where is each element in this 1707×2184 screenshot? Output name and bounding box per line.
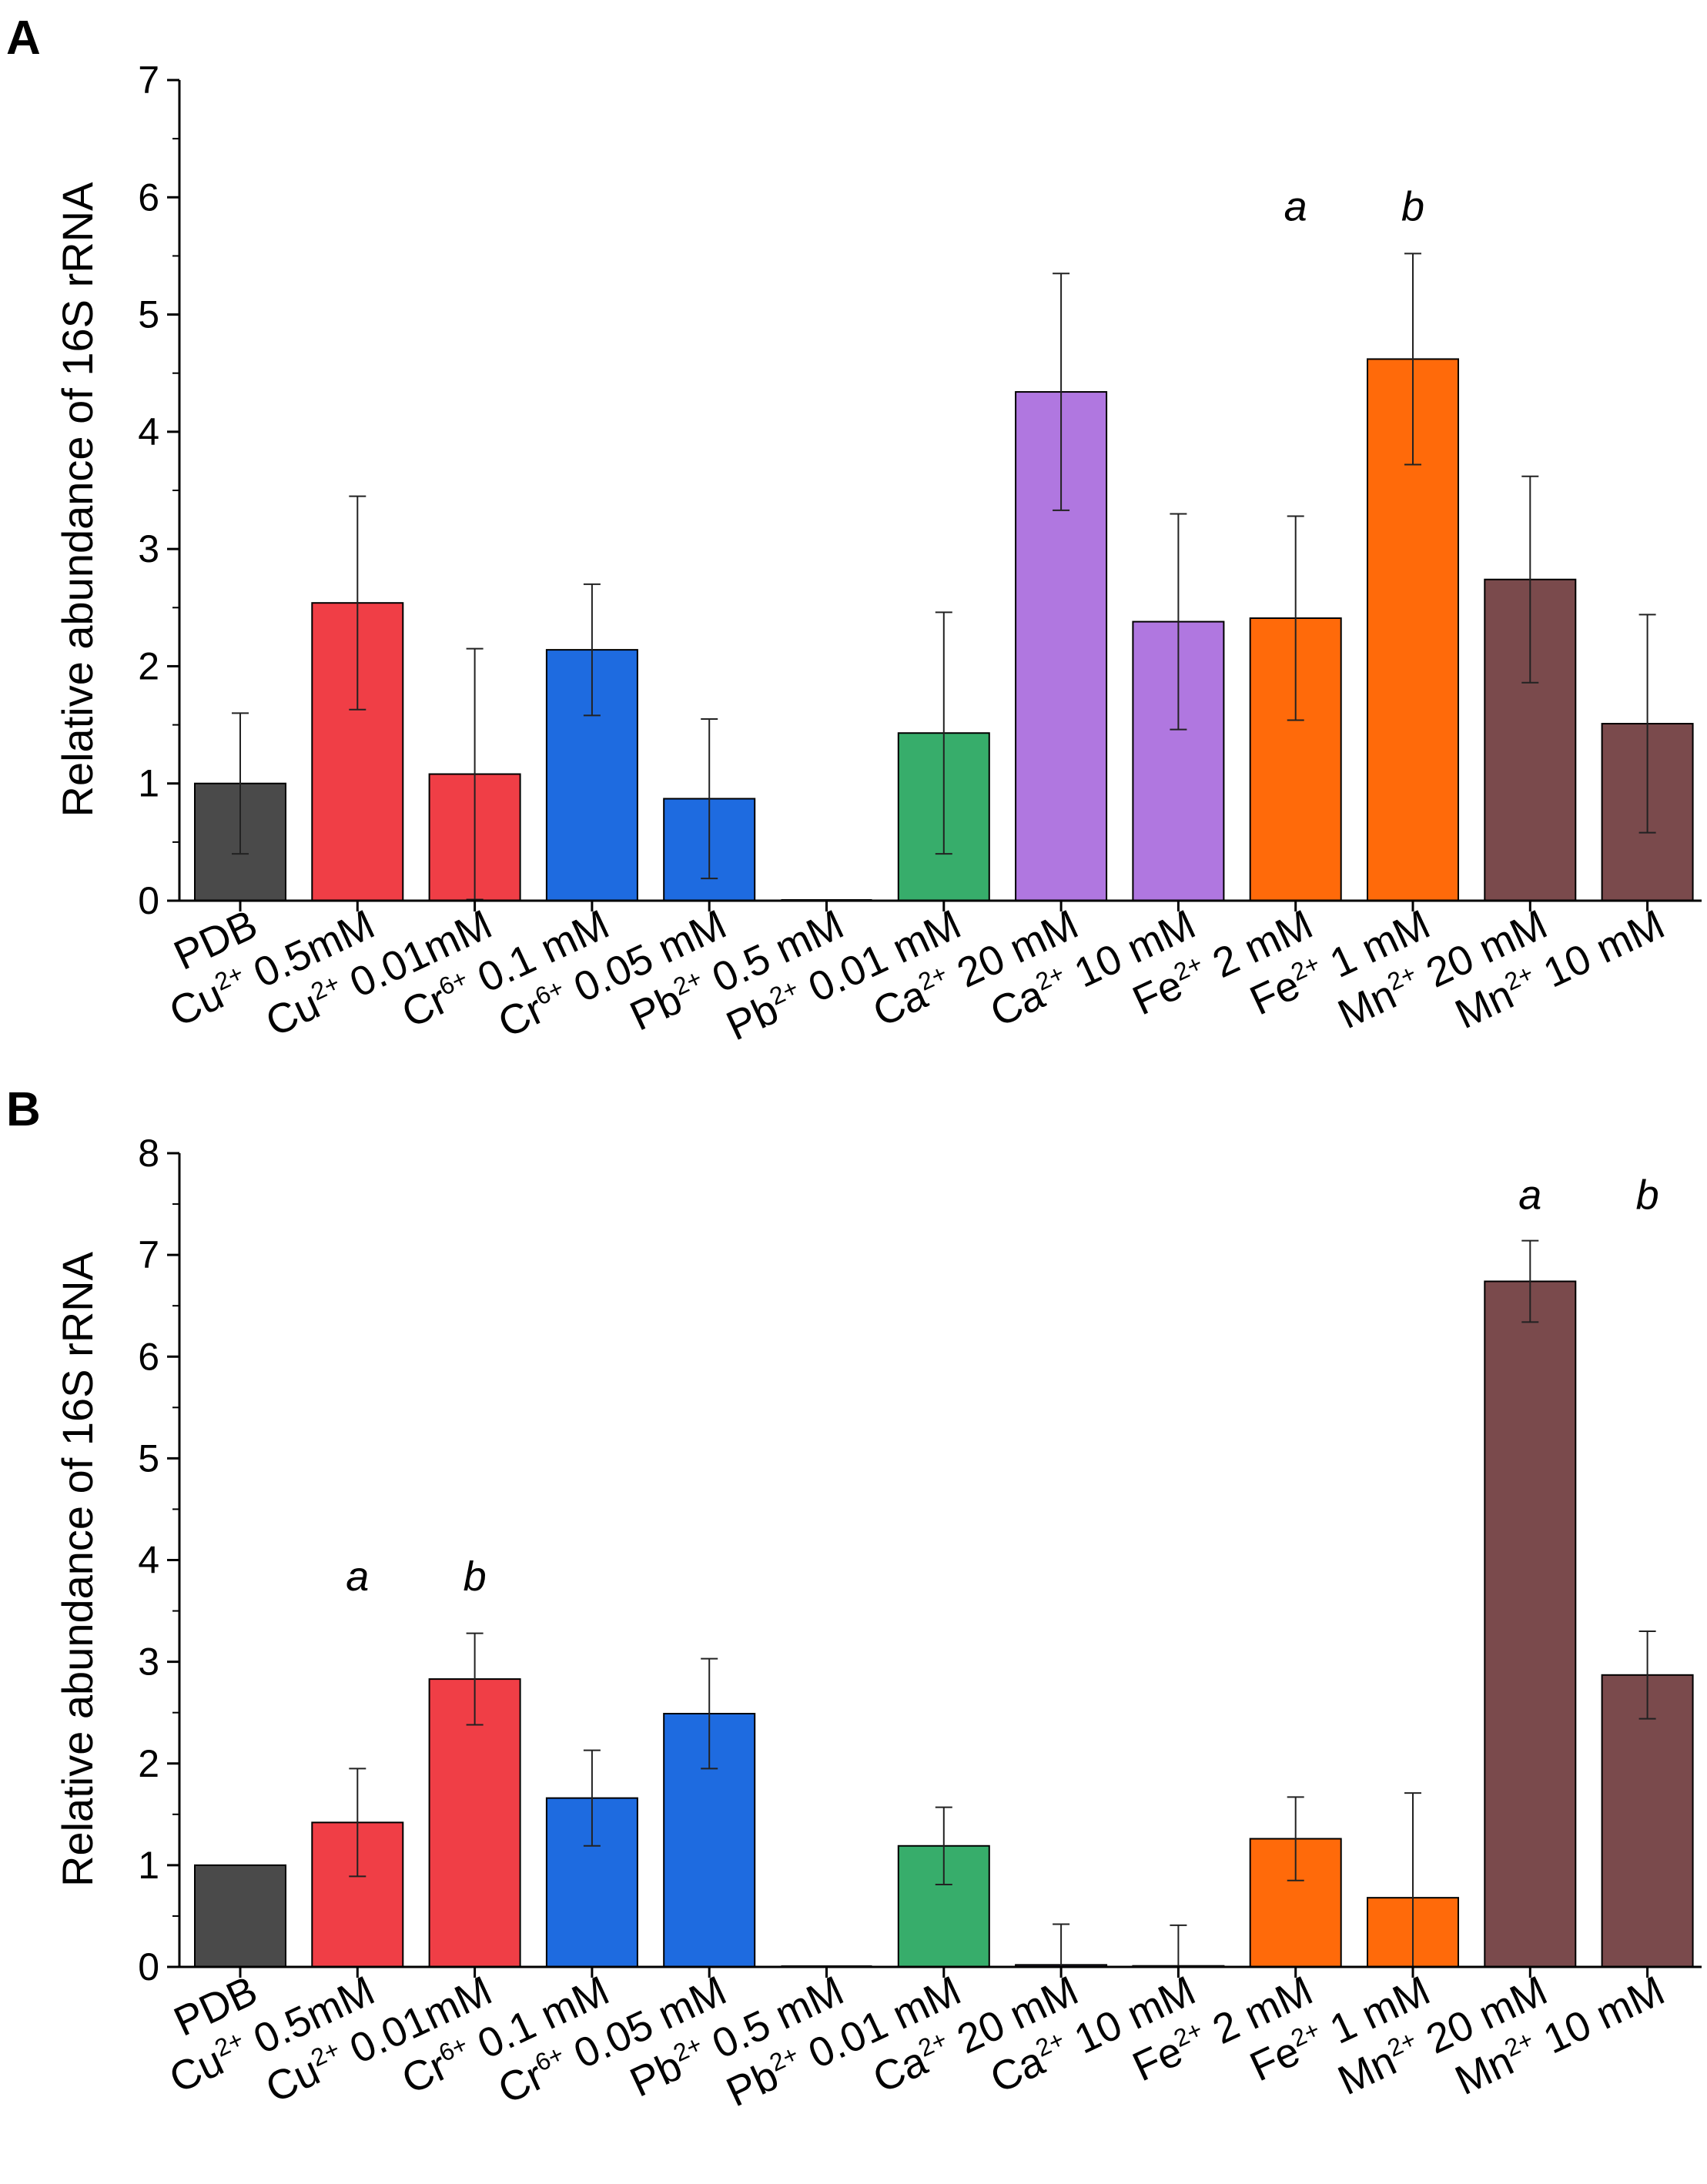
panel-label: B [6, 1083, 41, 1136]
y-tick-label: 4 [138, 1539, 159, 1582]
significance-label: a [346, 1554, 369, 1600]
y-axis-title: Relative abundance of 16S rRNA [53, 1251, 102, 1887]
significance-label: a [1518, 1172, 1541, 1219]
x-tick-label-concentration: 10 mM [1526, 901, 1672, 1001]
y-tick-label: 3 [138, 1641, 159, 1684]
bar [194, 1864, 286, 1968]
panel-b: B 0 1 2 3 4 5 6 7 8 Relative abundance of 16S rRNA… [6, 1083, 1702, 2115]
bar [1484, 1280, 1577, 1968]
y-tick-label: 5 [138, 1436, 159, 1480]
y-tick-label: 1 [138, 762, 159, 805]
y-tick-label: 7 [138, 1233, 159, 1276]
y-tick-label: 0 [138, 879, 159, 922]
y-tick-label: 2 [138, 644, 159, 687]
y-tick-label: 3 [138, 527, 159, 570]
y-tick-label: 6 [138, 1335, 159, 1378]
x-tick-label-concentration: 10 mM [1526, 1967, 1672, 2067]
significance-label: b [1401, 184, 1424, 230]
y-tick-label: 1 [138, 1844, 159, 1887]
panel-label: A [6, 12, 41, 65]
significance-label: b [464, 1554, 487, 1600]
y-tick-label: 2 [138, 1742, 159, 1785]
y-tick-label: 0 [138, 1945, 159, 1988]
significance-label: b [1636, 1172, 1659, 1219]
bar [1601, 1674, 1694, 1968]
y-tick-label: 6 [138, 176, 159, 219]
y-tick-label: 8 [138, 1132, 159, 1175]
y-tick-label: 5 [138, 293, 159, 336]
y-axis-title: Relative abundance of 16S rRNA [53, 182, 102, 818]
bar [428, 1678, 521, 1968]
significance-label: a [1284, 184, 1307, 230]
y-tick-label: 7 [138, 59, 159, 102]
y-tick-label: 4 [138, 410, 159, 453]
